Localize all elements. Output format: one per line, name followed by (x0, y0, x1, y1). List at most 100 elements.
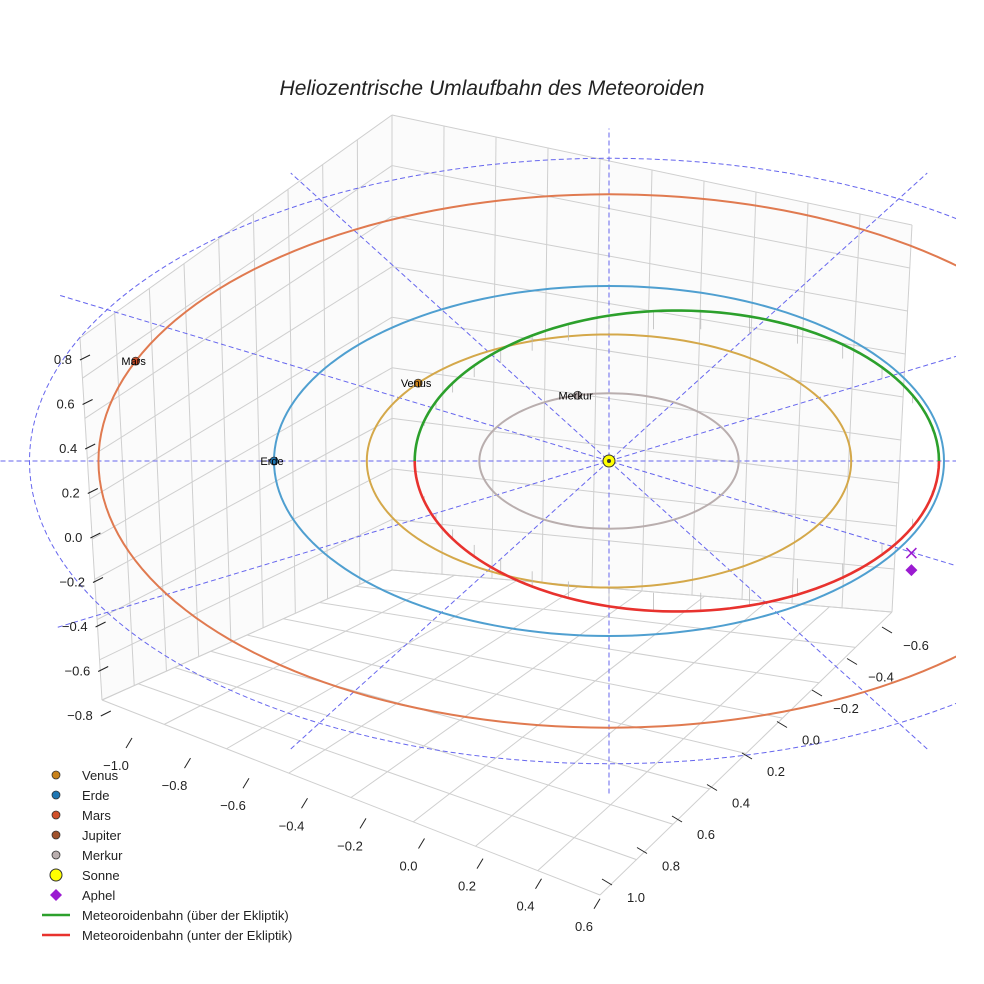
grid-line (319, 602, 820, 684)
planet-label-mars: Mars (121, 356, 146, 368)
planet-label-venus: Venus (401, 378, 432, 390)
grid-line (79, 337, 103, 701)
grid-line (84, 215, 393, 419)
legend-label: Meteoroidenbahn (unter der Ekliptik) (82, 928, 292, 943)
grid-line (391, 417, 899, 484)
ecliptic-radial-line (290, 172, 928, 750)
planet-marker-mars (131, 356, 141, 366)
legend-marker-dot (51, 830, 61, 840)
legend-marker-dot (51, 770, 61, 780)
grid-line (91, 367, 393, 540)
z-tick-label: −0.8 (67, 708, 93, 723)
x-tick-mark (476, 858, 484, 869)
y-tick-mark (671, 815, 683, 823)
y-tick-mark (811, 689, 823, 697)
z-tick-mark (97, 666, 109, 672)
y-tick-label: −0.2 (833, 701, 859, 716)
legend-marker-diamond (50, 889, 62, 901)
y-tick-label: 1.0 (627, 890, 645, 905)
grid-line (791, 202, 809, 604)
z-tick-label: 0.4 (59, 441, 77, 456)
aphelion-marker (905, 564, 918, 577)
legend-label: Aphel (82, 888, 115, 903)
legend-item: Mars (51, 808, 111, 823)
y-tick-mark (706, 784, 718, 791)
grid-line (355, 585, 856, 648)
orbit-merkur (478, 392, 740, 530)
grid-line (599, 611, 893, 896)
x-tick-mark (242, 777, 250, 789)
legend-item: Aphel (50, 888, 115, 903)
orbit-mars (97, 193, 956, 729)
axis-ticks: 0.8 0.6 0.4 0.2 0.0 −0.2 −0.4 −0.6 −0.8 −1.0 −0.8 −… (54, 352, 929, 934)
y-tick-label: 0.2 (767, 764, 785, 779)
grid-line (96, 468, 393, 621)
y-tick-label: −0.4 (868, 670, 894, 685)
grid-line (322, 164, 329, 599)
z-tick-mark (95, 621, 106, 628)
x-tick-label: −1.0 (103, 758, 129, 773)
z-tick-mark (79, 354, 91, 361)
back-pane-left (80, 115, 392, 700)
z-tick-label: 0.8 (54, 352, 72, 367)
y-tick-mark (881, 626, 893, 634)
grid-line (252, 214, 264, 628)
planet-label-erde: Erde (260, 456, 283, 468)
x-tick-label: −0.8 (162, 778, 188, 793)
x-tick-label: −0.6 (220, 798, 246, 813)
grid-line (94, 417, 393, 580)
x-tick-mark (125, 737, 133, 749)
x-tick-mark (301, 798, 308, 809)
z-tick-mark (87, 488, 99, 494)
legend-label: Meteoroidenbahn (über der Ekliptik) (82, 908, 289, 923)
z-tick-label: −0.2 (59, 575, 85, 590)
legend-label: Venus (82, 768, 119, 783)
y-tick-label: 0.6 (697, 827, 715, 842)
meteoroid-orbit-below (413, 460, 941, 613)
legend-label: Sonne (82, 868, 120, 883)
meteoroid-orbit-above (413, 309, 941, 462)
legend-item: Erde (51, 788, 109, 803)
legend-item: Sonne (49, 868, 120, 883)
y-tick-label: 0.8 (662, 859, 680, 874)
x-tick-label: −0.4 (279, 818, 305, 833)
grid-line (148, 288, 167, 672)
grid (79, 114, 913, 896)
sun-center (607, 459, 611, 463)
grid-line (287, 189, 296, 614)
x-tick-label: 0.2 (458, 879, 476, 894)
legend-item: Merkur (51, 848, 123, 863)
grid-line (391, 518, 895, 570)
legend-item: Venus (51, 768, 119, 783)
grid-line (218, 238, 232, 643)
legend-item: Meteoroidenbahn (über der Ekliptik) (42, 908, 289, 923)
y-tick-mark (601, 878, 613, 886)
grid-line (391, 165, 910, 269)
z-tick-label: 0.0 (64, 530, 82, 545)
x-tick-label: 0.4 (516, 899, 534, 914)
grid-line (841, 213, 861, 608)
grid-line (391, 316, 904, 398)
chart-title: Heliozentrische Umlaufbahn des Meteoroid… (280, 77, 705, 100)
x-tick-label: 0.6 (575, 919, 593, 934)
z-tick-label: −0.4 (62, 619, 88, 634)
legend-label: Mars (82, 808, 111, 823)
grid-line (283, 618, 783, 719)
y-tick-label: −0.6 (903, 638, 929, 653)
grid-line (537, 606, 830, 871)
legend-marker-dot (51, 810, 61, 820)
x-tick-label: 0.0 (399, 859, 417, 874)
grid-line (541, 147, 549, 583)
y-tick-mark (776, 721, 788, 728)
orbit-venus (365, 333, 853, 589)
grid-line (491, 136, 497, 579)
grid-line (87, 266, 393, 460)
grid-line (391, 114, 913, 226)
grid-line (114, 313, 135, 686)
grid-line (391, 367, 901, 441)
grid-line (391, 468, 897, 527)
planet-marker-merkur (573, 390, 583, 400)
planet-marker-erde (269, 456, 279, 466)
z-tick-mark (90, 532, 101, 539)
